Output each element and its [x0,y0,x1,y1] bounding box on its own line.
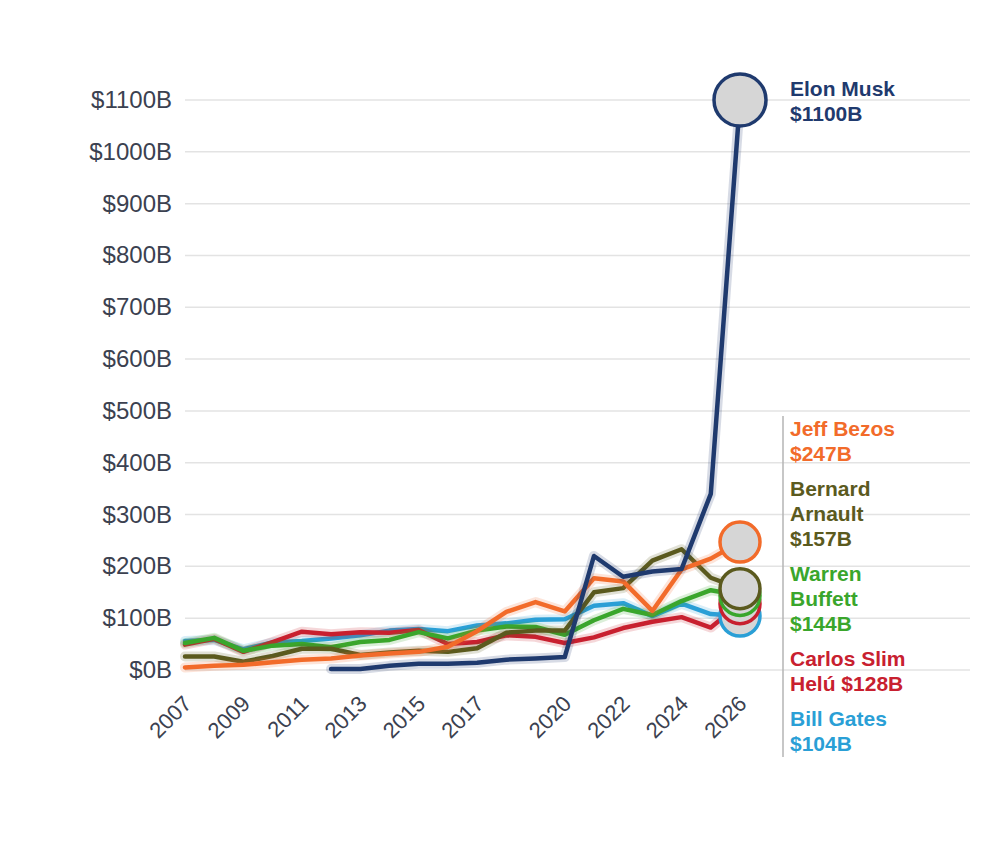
end-label: WarrenBuffett$144B [790,562,862,635]
line-glow [185,542,740,667]
x-tick-label: 2015 [378,691,430,743]
grid-line [185,255,970,257]
end-markers [714,74,766,636]
series-name: Carlos Slim [790,647,906,670]
y-tick-label: $300B [103,501,172,528]
lines [185,100,740,669]
end-label: Carlos SlimHelú $128B [790,647,906,695]
x-tick-label: 2013 [320,691,372,743]
series-name: Arnault [790,502,864,525]
series-line [185,542,740,667]
series-line [331,100,740,669]
label-bracket [782,416,784,757]
end-label: Elon Musk$1100B [790,77,895,125]
series-name: Warren [790,562,862,585]
y-tick-label: $600B [103,345,172,372]
x-tick-label: 2011 [262,691,313,742]
y-tick-label: $400B [103,449,172,476]
grid-line [185,462,970,464]
x-tick-label: 2026 [699,691,751,743]
grid-line [185,307,970,309]
background [0,0,1006,846]
y-tick-label: $0B [129,656,172,683]
end-value: $1100B [790,102,862,125]
series-name: Elon Musk [790,77,895,100]
x-tick-label: 2007 [144,691,196,743]
grid [185,100,970,670]
series-name: Jeff Bezos [790,417,895,440]
grid-line [185,358,970,360]
grid-line [185,410,970,412]
end-value: $104B [790,732,852,755]
y-tick-labels: $0B $100B $200B $300B $400B $500B $600B $700B $8… [89,86,172,683]
end-value: $144B [790,612,852,635]
x-tick-label: 2020 [524,691,576,743]
y-tick-label: $1100B [91,86,172,113]
x-tick-label: 2022 [582,691,634,743]
end-value: $128B [836,672,904,695]
series-name: Bernard [790,477,871,500]
y-tick-label: $500B [103,397,172,424]
x-tick-label: 2024 [641,691,693,743]
y-tick-label: $800B [103,241,172,268]
y-tick-label: $100B [103,604,172,631]
end-value: $157B [790,527,852,550]
end-marker [720,569,760,609]
end-label: BernardArnault$157B [790,477,871,550]
end-marker [714,74,766,126]
series-name: Bill Gates [790,707,887,730]
y-tick-label: $900B [103,190,172,217]
x-tick-label: 2009 [203,691,255,743]
end-value: $247B [790,442,852,465]
end-label: Bill Gates$104B [790,707,887,755]
x-tick-label: 2017 [436,691,488,743]
end-labels: Elon Musk$1100B Jeff Bezos$247B BernardArn… [783,77,906,757]
y-tick-label: $700B [103,293,172,320]
chart: $0B $100B $200B $300B $400B $500B $600B $700B $8… [0,0,1006,846]
y-tick-label: $1000B [89,138,172,165]
line-glow [331,100,740,669]
end-label: Jeff Bezos$247B [790,417,895,465]
grid-line [185,203,970,205]
end-marker [720,522,760,562]
x-tick-labels: 200720092011201320152017 2020202220242026 [144,691,751,743]
grid-line [185,151,970,153]
y-tick-label: $200B [103,552,172,579]
series-name: Buffett [790,587,858,610]
series-name: Helú [790,672,836,695]
